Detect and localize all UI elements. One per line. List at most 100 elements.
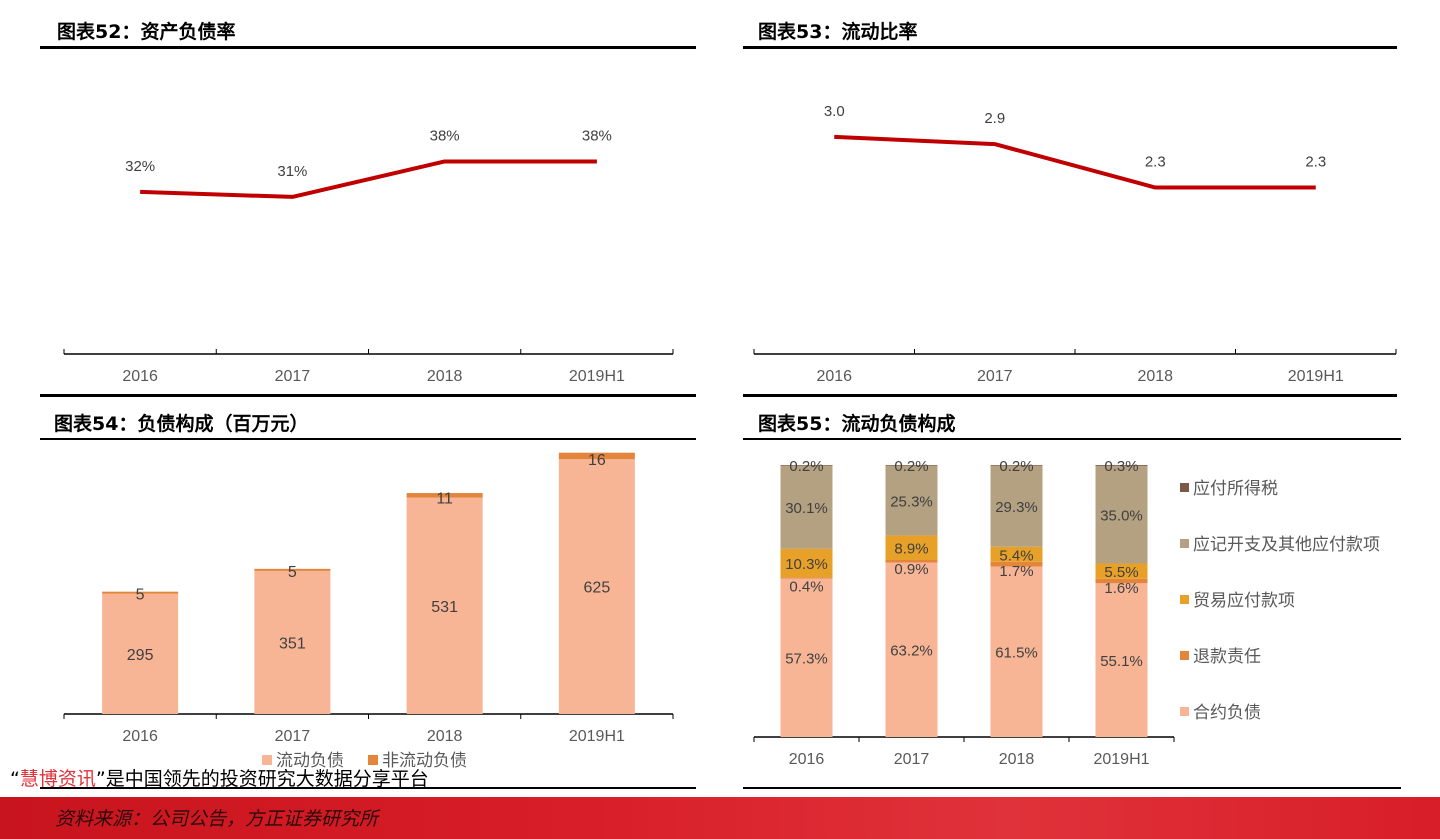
data-label: 5.4% <box>999 547 1033 564</box>
legend-label: 非流动负债 <box>382 751 467 770</box>
data-label: 29.3% <box>995 499 1038 516</box>
legend-label: 合约负债 <box>1193 703 1261 722</box>
watermark-quote: “ <box>10 768 20 790</box>
x-tick-label: 2016 <box>789 751 825 768</box>
chart-title-current-liability-composition: 图表55：流动负债构成 <box>758 413 956 435</box>
current-liability-composition-chart: 2016 2017 2018 2019H1 57.3% 0.4% 10.3% 30.1% 0.2… <box>753 458 1380 768</box>
bar-segment <box>780 577 833 579</box>
x-tick-label: 2018 <box>1137 368 1173 385</box>
series-line <box>140 159 597 199</box>
legend-label: 应记开支及其他应付款项 <box>1193 535 1380 554</box>
data-label: 0.4% <box>789 578 823 595</box>
data-label: 295 <box>127 647 154 664</box>
bar-segment <box>1095 583 1148 737</box>
data-label: 625 <box>584 580 611 597</box>
bar-segment <box>1095 578 1148 584</box>
watermark-text: ”是中国领先的投资研究大数据分享平台 <box>95 768 429 790</box>
bar-segment <box>1095 563 1148 579</box>
data-label: 25.3% <box>890 493 933 510</box>
data-label: 11 <box>436 491 453 508</box>
legend-swatch <box>262 755 272 765</box>
bar-segment <box>990 465 1043 466</box>
bar-segment <box>102 591 179 594</box>
bar-segment <box>990 561 1043 567</box>
data-label: 30.1% <box>785 500 828 517</box>
chart-title-asset-liability-ratio: 图表52：资产负债率 <box>57 21 236 43</box>
x-tick-label: 2019H1 <box>1288 368 1344 385</box>
data-label: 5 <box>136 587 145 604</box>
data-label: 57.3% <box>785 651 828 668</box>
legend-swatch <box>1180 539 1189 548</box>
data-label: 31% <box>277 163 307 180</box>
data-label: 3.0 <box>824 103 845 120</box>
data-label: 2.3 <box>1305 154 1326 171</box>
chart-title-liability-composition: 图表54：负债构成（百万元） <box>54 413 309 435</box>
bar-segment <box>254 570 331 714</box>
bar-segment <box>990 465 1043 547</box>
x-tick-label: 2017 <box>275 728 311 745</box>
bar-segment <box>406 497 483 714</box>
legend-swatch <box>1180 595 1189 604</box>
data-label: 16 <box>588 452 606 469</box>
section-rule <box>743 394 1397 397</box>
legend-label: 贸易应付款项 <box>1193 591 1295 610</box>
title-rule <box>743 46 1397 49</box>
data-label: 2.9 <box>984 110 1005 127</box>
data-label: 38% <box>582 127 612 144</box>
x-tick-label: 2019H1 <box>569 728 625 745</box>
series-line <box>834 134 1316 190</box>
data-label: 0.2% <box>894 458 928 475</box>
bar-segment <box>990 546 1043 562</box>
bar-segment <box>990 566 1043 737</box>
x-tick-label: 2018 <box>427 368 463 385</box>
data-label: 0.2% <box>789 458 823 475</box>
bar-segment <box>885 465 938 466</box>
bar-segment <box>1095 465 1148 466</box>
title-rule <box>40 438 696 440</box>
chart-title-current-ratio: 图表53：流动比率 <box>758 21 918 43</box>
bar-segment <box>558 452 635 460</box>
bar-segment <box>102 593 179 714</box>
bar-segment <box>406 493 483 498</box>
title-rule <box>743 438 1401 440</box>
bar-segment <box>780 548 833 578</box>
bar-segment <box>885 465 938 536</box>
bar-segment <box>780 465 833 466</box>
watermark-brand: 慧博资讯 <box>19 768 96 790</box>
asset-liability-ratio-chart: 2016 2017 2018 2019H1 32% 31% 38% 38% <box>63 127 674 385</box>
bar-segment <box>780 578 833 737</box>
data-label: 2.3 <box>1145 154 1166 171</box>
data-label: 55.1% <box>1100 653 1143 670</box>
data-label: 63.2% <box>890 643 933 660</box>
footer-bar <box>0 797 1440 839</box>
x-tick-label: 2017 <box>977 368 1013 385</box>
x-tick-label: 2017 <box>894 751 930 768</box>
x-tick-label: 2018 <box>427 728 463 745</box>
data-label: 10.3% <box>785 556 828 573</box>
legend-label: 应付所得税 <box>1193 479 1278 498</box>
data-label: 5 <box>288 564 297 581</box>
bar-segment <box>885 535 938 560</box>
legend-swatch <box>1180 707 1189 716</box>
data-label: 1.6% <box>1104 580 1138 597</box>
data-label: 5.5% <box>1104 564 1138 581</box>
section-rule <box>40 394 696 397</box>
bar-segment <box>780 465 833 549</box>
liability-composition-chart: 2016 2017 2018 2019H1 295 5 351 5 531 11 625 16 流动负债… <box>63 452 674 770</box>
x-tick-label: 2016 <box>122 728 158 745</box>
x-tick-label: 2019H1 <box>1093 751 1149 768</box>
data-label: 61.5% <box>995 645 1038 662</box>
x-tick-label: 2017 <box>275 368 311 385</box>
data-source-note: 资料来源：公司公告，方正证券研究所 <box>55 808 379 830</box>
bar-segment <box>254 568 331 571</box>
current-ratio-chart: 2016 2017 2018 2019H1 3.0 2.9 2.3 2.3 <box>753 103 1397 385</box>
bar-segment <box>885 562 938 737</box>
x-tick-label: 2016 <box>816 368 852 385</box>
x-tick-label: 2019H1 <box>569 368 625 385</box>
legend-label: 退款责任 <box>1193 647 1261 666</box>
section-rule <box>743 787 1401 789</box>
data-label: 1.7% <box>999 563 1033 580</box>
bar-segment <box>558 459 635 714</box>
legend-label: 流动负债 <box>276 751 344 770</box>
data-label: 531 <box>431 599 458 616</box>
